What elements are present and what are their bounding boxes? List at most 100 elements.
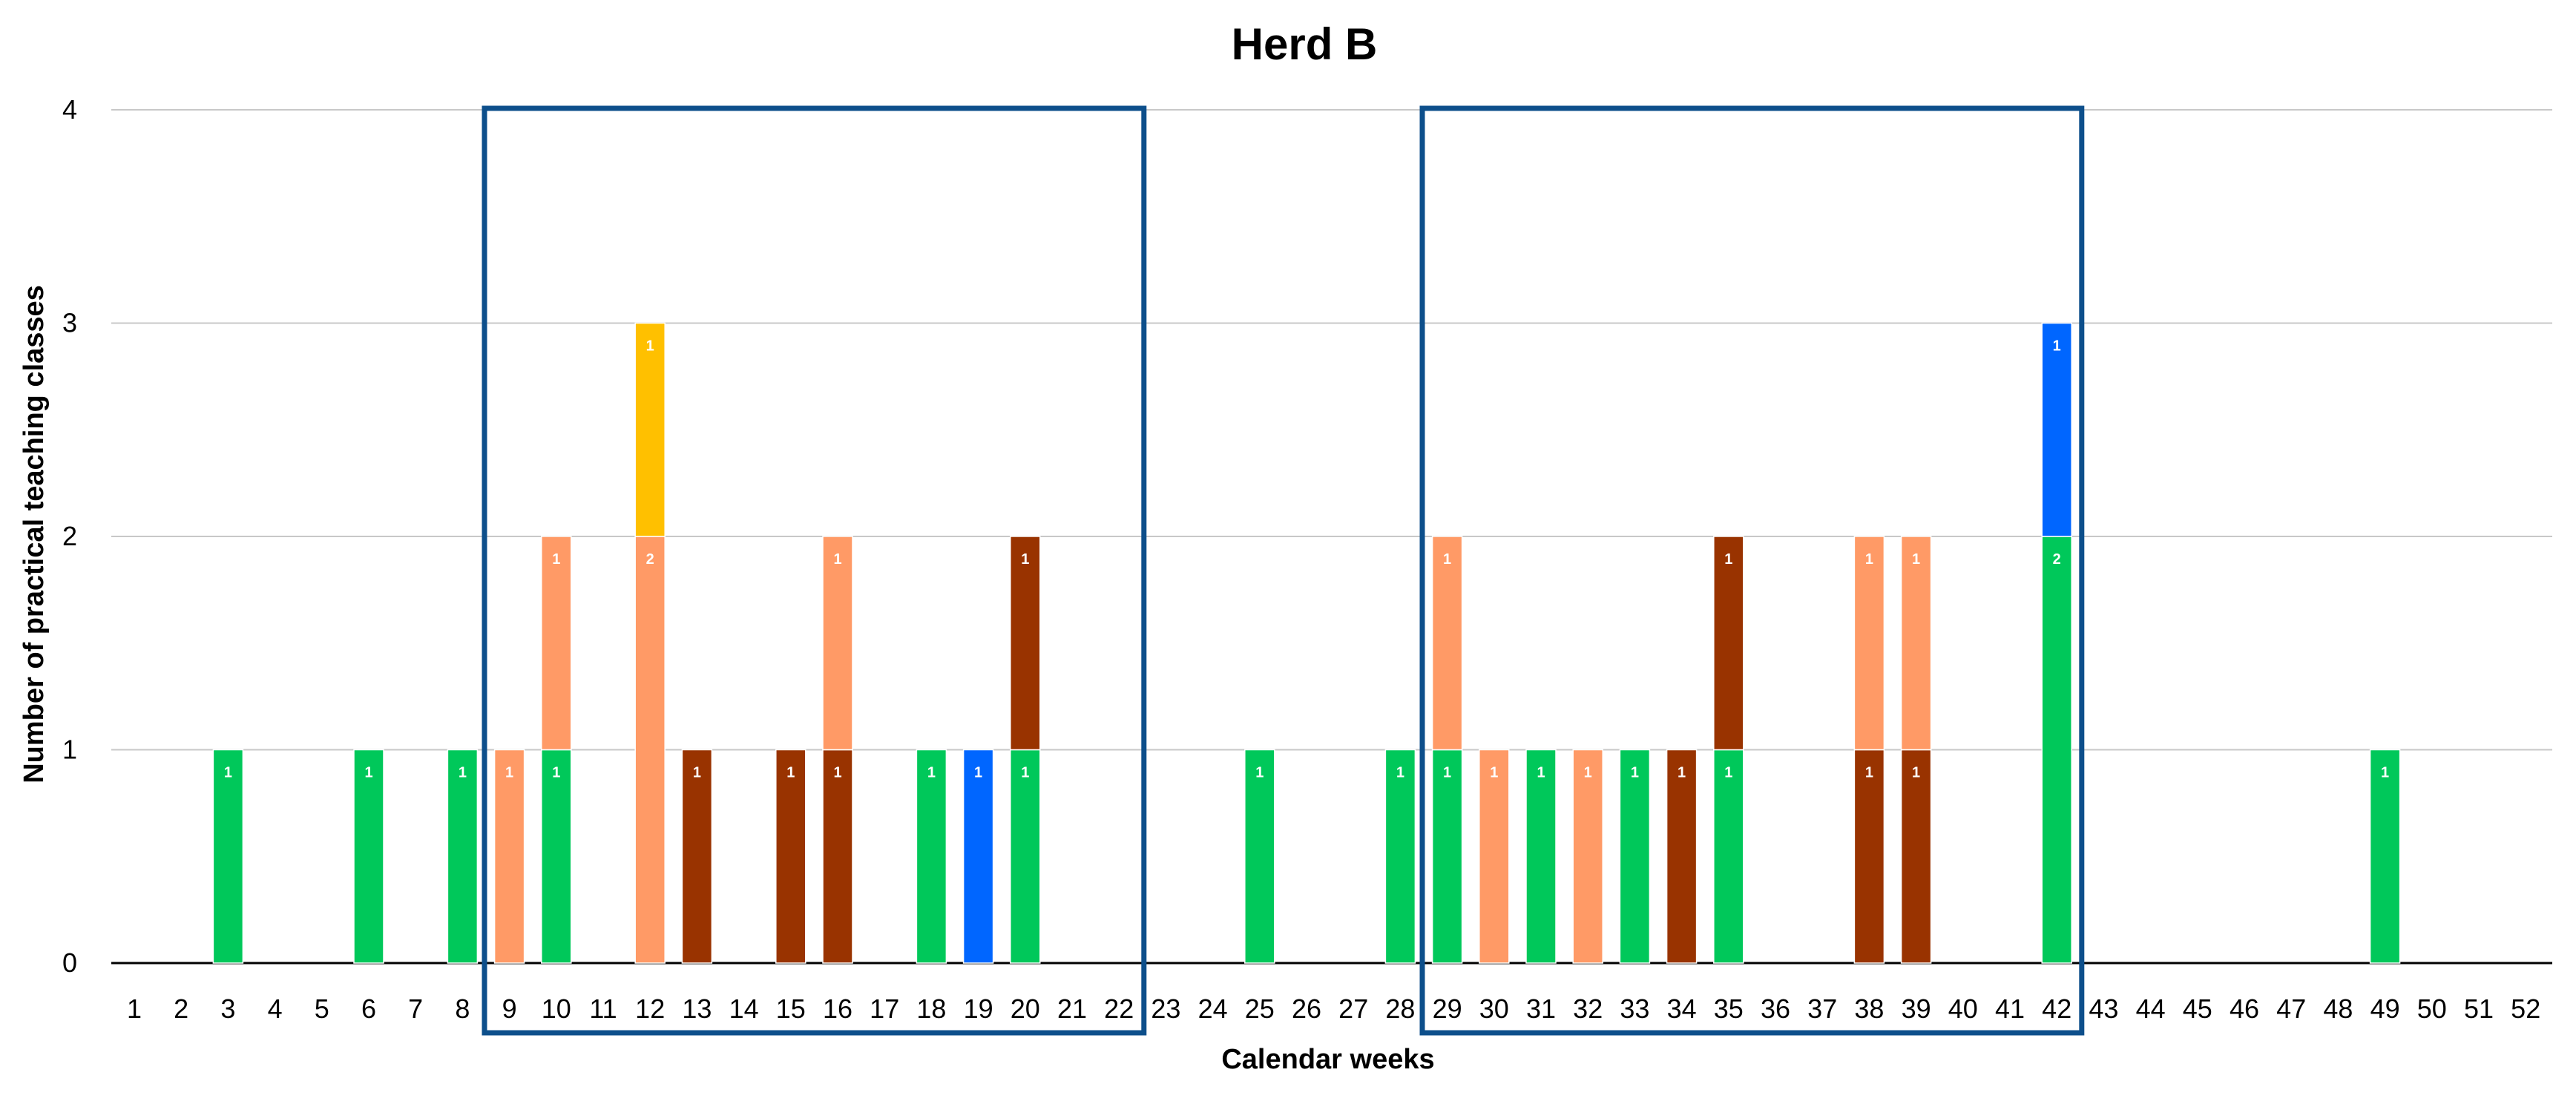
x-tick-label: 21 — [1057, 993, 1087, 1024]
x-tick-label: 42 — [2042, 993, 2071, 1024]
x-tick-label: 41 — [1995, 993, 2025, 1024]
bar-data-label: 1 — [2053, 338, 2061, 355]
bar-segment — [541, 536, 572, 751]
bar-data-label: 2 — [646, 551, 654, 568]
x-tick-label: 23 — [1151, 993, 1180, 1024]
bar-week-10: 11 — [541, 536, 572, 964]
x-tick-label: 25 — [1245, 993, 1275, 1024]
bar-data-label: 1 — [1396, 765, 1404, 781]
x-tick-label: 40 — [1948, 993, 1978, 1024]
x-tick-label: 10 — [542, 993, 571, 1024]
x-axis-ticks: 1 2 3 4 5 6 7 8 9 10 11 12 13 14 15 16 17 18 19 20 21 22 23 24 2… — [127, 993, 2540, 1024]
bar-segment — [493, 749, 525, 964]
bar-data-label: 1 — [1490, 765, 1498, 781]
bar-week-29: 11 — [1431, 536, 1463, 964]
bar-data-label: 1 — [1724, 551, 1732, 568]
x-tick-label: 18 — [916, 993, 946, 1024]
bar-data-label: 1 — [1865, 765, 1873, 781]
x-tick-label: 43 — [2089, 993, 2118, 1024]
x-tick-label: 35 — [1714, 993, 1744, 1024]
x-tick-label: 28 — [1385, 993, 1415, 1024]
bar-data-label: 1 — [1537, 765, 1545, 781]
x-tick-label: 16 — [823, 993, 852, 1024]
bar-segment — [1431, 536, 1463, 751]
bar-data-label: 1 — [552, 551, 560, 568]
x-tick-label: 47 — [2276, 993, 2306, 1024]
bar-data-label: 1 — [646, 338, 654, 355]
bar-segment — [447, 749, 479, 964]
bar-week-28: 1 — [1384, 749, 1416, 964]
x-tick-label: 9 — [502, 993, 517, 1024]
bar-data-label: 1 — [1724, 765, 1732, 781]
y-tick-label: 1 — [62, 735, 77, 765]
x-tick-label: 50 — [2417, 993, 2447, 1024]
x-axis-title: Calendar weeks — [1221, 1044, 1434, 1075]
bar-segment — [1713, 536, 1744, 751]
bar-segment — [1244, 749, 1275, 964]
bar-segment — [1900, 536, 1932, 751]
bar-data-label: 1 — [1584, 765, 1592, 781]
x-tick-label: 37 — [1807, 993, 1837, 1024]
bar-data-label: 1 — [1443, 551, 1451, 568]
bar-week-16: 11 — [822, 536, 853, 964]
x-tick-label: 3 — [220, 993, 235, 1024]
bar-data-label: 1 — [833, 765, 841, 781]
bar-segment — [1900, 749, 1932, 964]
bar-week-38: 11 — [1853, 536, 1885, 964]
bar-segment — [2369, 749, 2401, 964]
bar-data-label: 1 — [2381, 765, 2389, 781]
bar-data-label: 1 — [505, 765, 513, 781]
bar-segment — [1572, 749, 1603, 964]
bar-segment — [822, 536, 853, 751]
bar-data-label: 1 — [1255, 765, 1264, 781]
bar-data-label: 1 — [1912, 765, 1920, 781]
x-tick-label: 12 — [635, 993, 665, 1024]
bar-segment — [1853, 749, 1885, 964]
x-tick-label: 44 — [2136, 993, 2166, 1024]
y-tick-label: 3 — [62, 308, 77, 338]
bar-data-label: 1 — [974, 765, 982, 781]
bar-week-34: 1 — [1666, 749, 1698, 964]
bar-segment — [1010, 536, 1041, 751]
bar-segment — [1666, 749, 1698, 964]
x-tick-label: 49 — [2370, 993, 2400, 1024]
x-tick-label: 4 — [268, 993, 283, 1024]
bar-week-31: 1 — [1525, 749, 1557, 964]
bar-week-8: 1 — [447, 749, 479, 964]
bar-data-label: 1 — [1443, 765, 1451, 781]
bar-segment — [822, 749, 853, 964]
bar-week-35: 11 — [1713, 536, 1744, 964]
bar-week-42: 21 — [2041, 322, 2072, 964]
bar-data-label: 1 — [1865, 551, 1873, 568]
x-tick-label: 26 — [1292, 993, 1321, 1024]
bar-segment — [962, 749, 994, 964]
bar-data-label: 2 — [2053, 551, 2061, 568]
bar-week-49: 1 — [2369, 749, 2401, 964]
x-tick-label: 22 — [1104, 993, 1134, 1024]
bar-data-label: 1 — [927, 765, 936, 781]
bar-segment — [1384, 749, 1416, 964]
x-tick-label: 2 — [174, 993, 188, 1024]
bar-week-20: 11 — [1010, 536, 1041, 964]
x-tick-label: 51 — [2464, 993, 2494, 1024]
x-tick-label: 20 — [1011, 993, 1040, 1024]
x-tick-label: 19 — [964, 993, 993, 1024]
chart-title: Herd B — [1232, 19, 1378, 69]
bar-week-15: 1 — [775, 749, 806, 964]
bar-segment — [634, 536, 666, 964]
bar-week-6: 1 — [353, 749, 384, 964]
bar-segment — [1010, 749, 1041, 964]
highlight-boxes — [482, 105, 2085, 1036]
bar-data-label: 1 — [364, 765, 372, 781]
bar-data-label: 1 — [1631, 765, 1639, 781]
bar-data-label: 1 — [224, 765, 232, 781]
y-tick-label: 2 — [62, 521, 77, 551]
x-tick-label: 52 — [2511, 993, 2540, 1024]
y-axis-ticks: 0 1 2 3 4 — [62, 94, 77, 978]
bar-week-3: 1 — [212, 749, 244, 964]
bar-data-label: 1 — [1678, 765, 1686, 781]
y-tick-label: 0 — [62, 947, 77, 978]
bar-data-label: 1 — [693, 765, 701, 781]
x-tick-label: 15 — [776, 993, 806, 1024]
